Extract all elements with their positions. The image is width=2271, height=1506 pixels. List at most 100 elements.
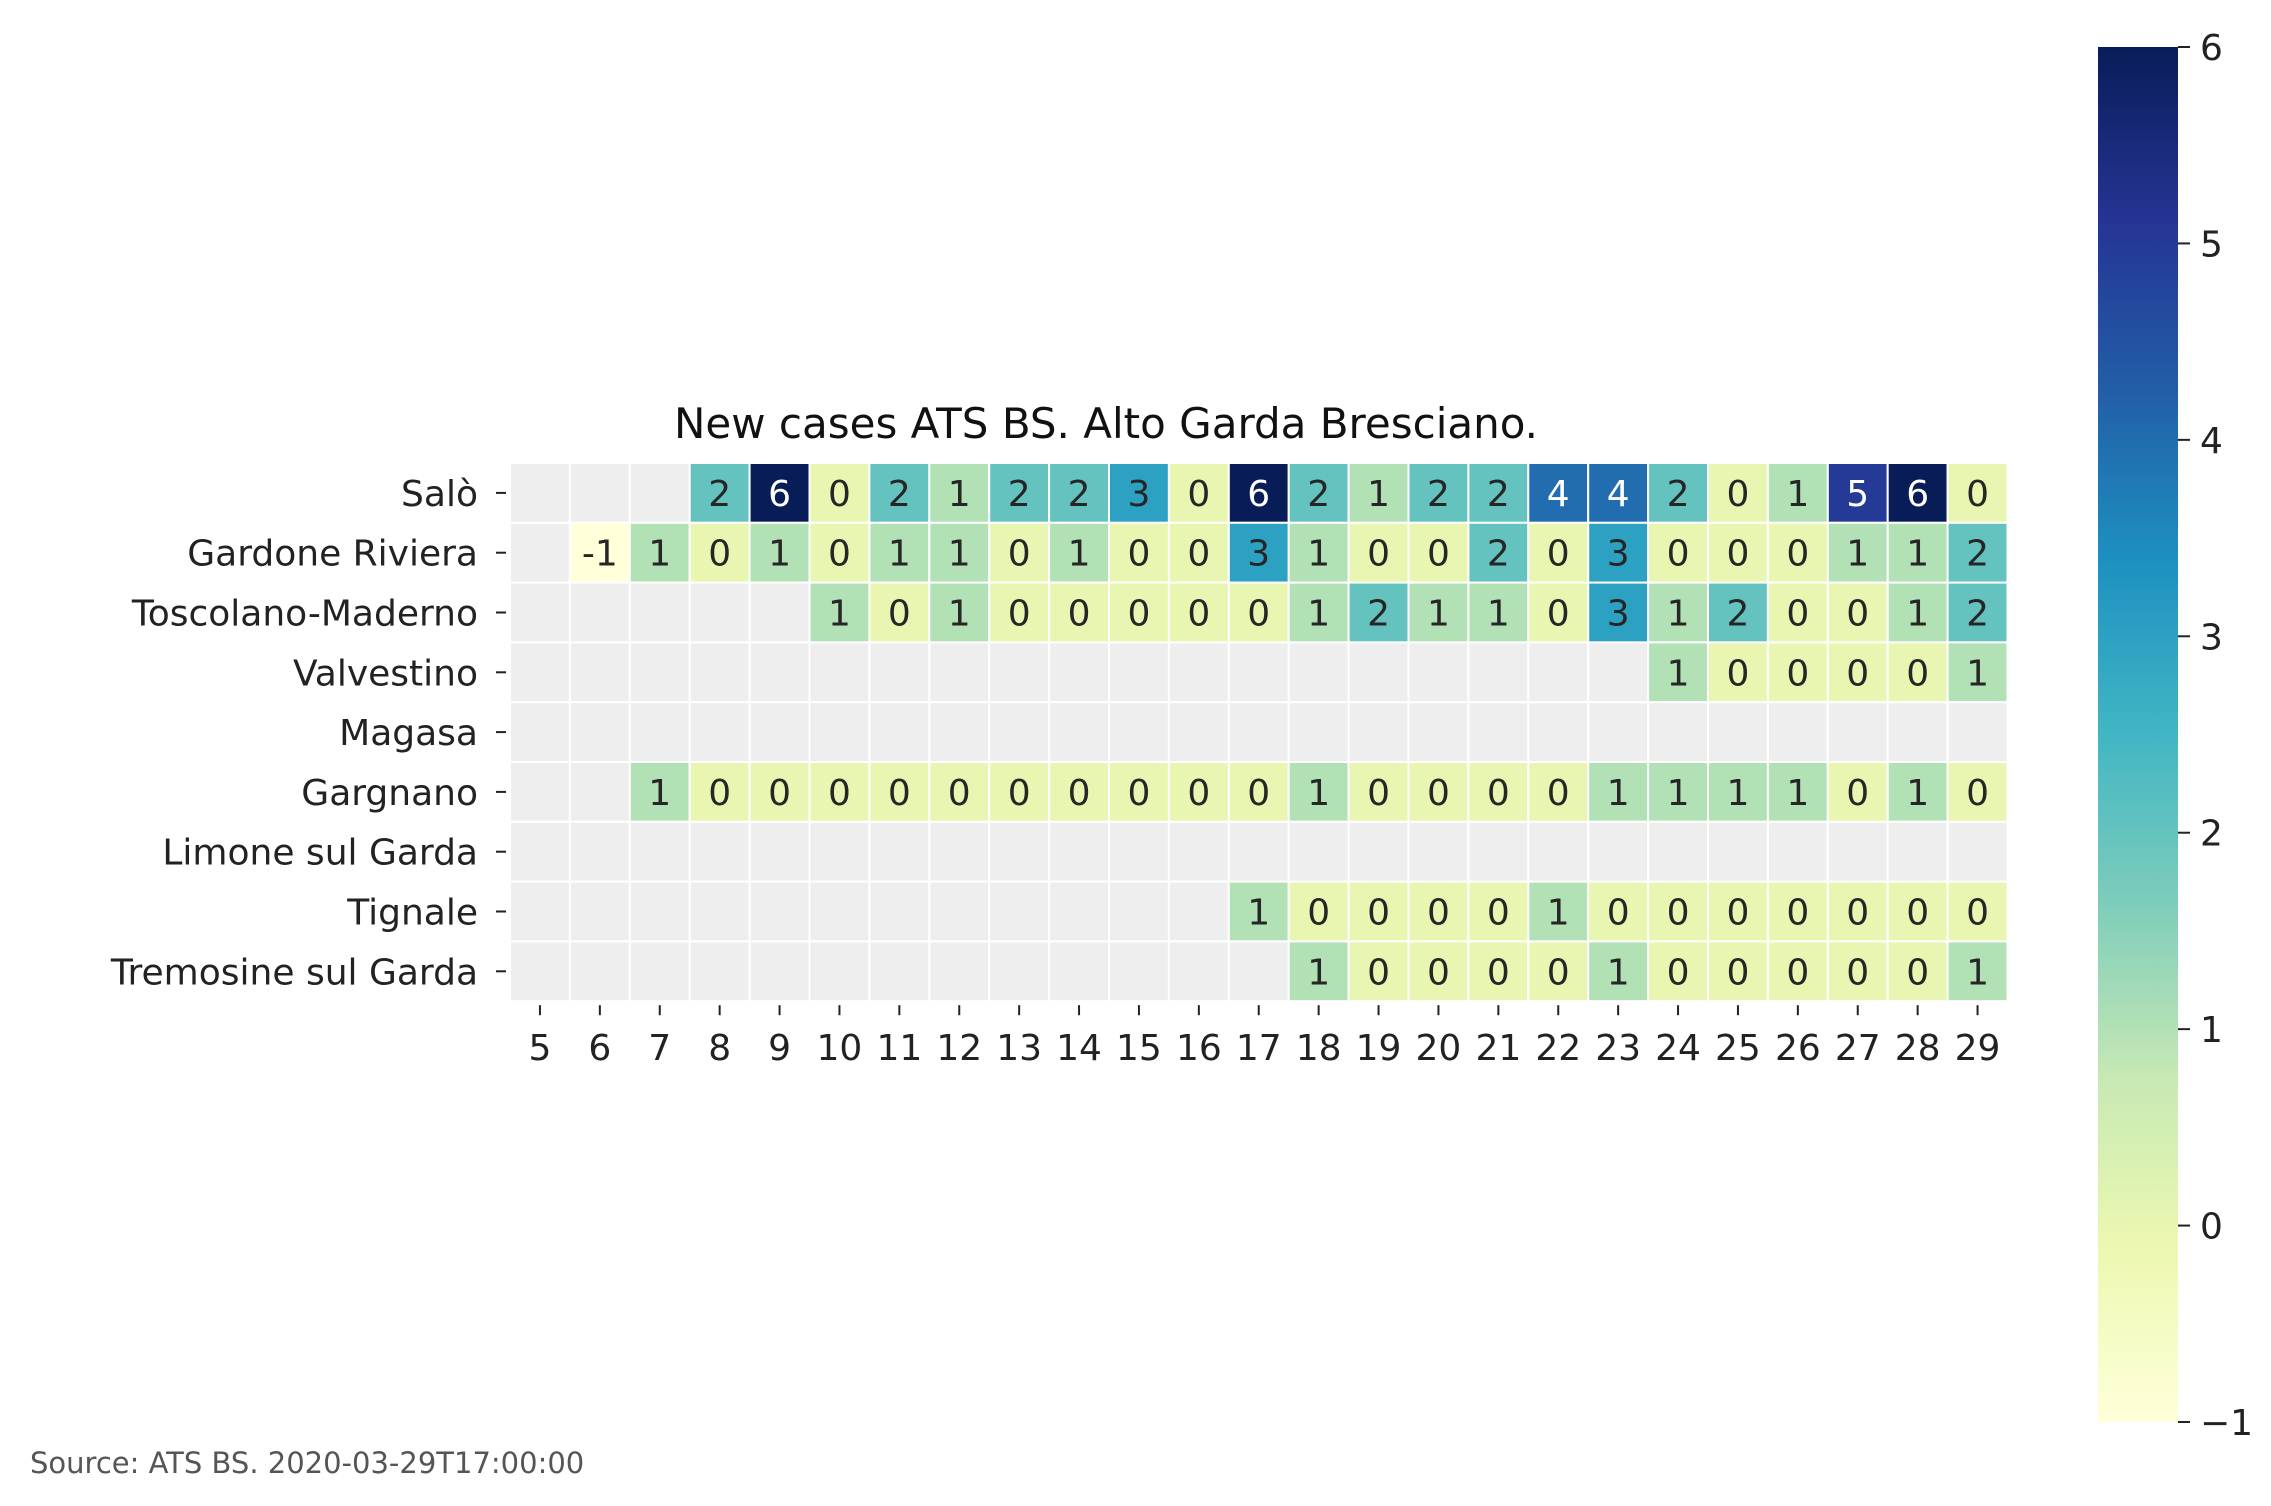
- x-tick-label: 7: [648, 1028, 671, 1069]
- heatmap-cell: [808, 761, 871, 823]
- cell-value-label: 2: [1427, 474, 1450, 515]
- heatmap-cell: [1407, 701, 1470, 764]
- heatmap-cell: [1946, 462, 2009, 524]
- cell-value-label: 0: [1846, 773, 1869, 814]
- heatmap-cell: [1766, 880, 1829, 943]
- cell-value-label: 1: [1307, 594, 1330, 635]
- heatmap-cell: [1587, 880, 1650, 943]
- cell-value-label: 0: [1187, 773, 1210, 814]
- heatmap-cell: [1467, 761, 1530, 823]
- heatmap-cell: [688, 820, 751, 883]
- heatmap-cell: [1766, 641, 1829, 704]
- heatmap-cell: [1946, 820, 2009, 883]
- heatmap-cell: [688, 581, 751, 644]
- cell-value-label: 0: [1068, 773, 1091, 814]
- heatmap-cell: [1108, 940, 1170, 1003]
- heatmap-cell: [1347, 940, 1410, 1003]
- heatmap-cell: [1287, 880, 1350, 943]
- heatmap-cell: [1467, 462, 1530, 524]
- cell-value-label: 3: [1607, 534, 1630, 575]
- x-tick-label: 15: [1116, 1028, 1162, 1069]
- cell-value-label: 0: [1187, 594, 1210, 635]
- heatmap-cell: [1108, 641, 1170, 704]
- heatmap-cell: [509, 701, 571, 764]
- heatmap-cell: [628, 462, 691, 524]
- heatmap-cell: [1826, 820, 1889, 883]
- cell-value-label: 2: [1008, 474, 1031, 515]
- cell-value-label: 0: [1247, 773, 1270, 814]
- heatmap-cell: [928, 761, 991, 823]
- heatmap-cell: [748, 880, 811, 943]
- heatmap-cell: [1826, 701, 1889, 764]
- y-tick-label: Gardone Riviera: [187, 534, 478, 575]
- heatmap-cell: [1108, 462, 1170, 524]
- cell-value-label: 0: [1846, 594, 1869, 635]
- cell-value-label: 3: [1247, 534, 1270, 575]
- heatmap-cell: [1167, 880, 1230, 943]
- x-tick-label: 18: [1296, 1028, 1342, 1069]
- cell-value-label: 0: [1667, 893, 1690, 934]
- cell-value-label: 3: [1127, 474, 1150, 515]
- heatmap-cell: [1048, 521, 1110, 584]
- heatmap-cell: [509, 761, 571, 823]
- cell-value-label: 2: [1307, 474, 1330, 515]
- heatmap-cell: [509, 880, 571, 943]
- y-tick-label: Salò: [401, 474, 478, 515]
- cell-value-label: 1: [948, 594, 971, 635]
- heatmap-cell: [1826, 462, 1889, 524]
- heatmap-cell: [1946, 880, 2009, 943]
- heatmap-cell: [568, 521, 631, 584]
- heatmap-cell: [1766, 820, 1829, 883]
- heatmap-cell: [568, 581, 631, 644]
- heatmap-cell: [1946, 940, 2009, 1003]
- cell-value-label: 0: [1487, 773, 1510, 814]
- heatmap-cell: [1886, 521, 1949, 584]
- colorbar: −1 0 1 2 3 4 5 6: [2098, 28, 2253, 1444]
- heatmap-cell: [1227, 940, 1290, 1003]
- heatmap-cell: [1287, 940, 1350, 1003]
- x-tick-label: 14: [1056, 1028, 1102, 1069]
- y-tick-label: Toscolano-Maderno: [131, 594, 478, 635]
- heatmap-cell: [1647, 880, 1709, 943]
- cell-value-label: 0: [1008, 773, 1031, 814]
- heatmap-cell: [988, 581, 1051, 644]
- heatmap-cell: [1227, 641, 1290, 704]
- cell-value-label: 0: [828, 474, 851, 515]
- cell-value-label: 0: [1906, 893, 1929, 934]
- cell-value-label: 0: [1127, 773, 1150, 814]
- heatmap-cell: [988, 462, 1051, 524]
- heatmap-cell: [1766, 462, 1829, 524]
- heatmap-cell: [808, 641, 871, 704]
- cell-value-label: 1: [1367, 474, 1390, 515]
- cell-value-label: 0: [1966, 474, 1989, 515]
- heatmap-cell: [1347, 761, 1410, 823]
- cell-value-label: 0: [1547, 952, 1570, 993]
- cell-value-label: 0: [1247, 594, 1270, 635]
- cell-value-label: 1: [1307, 534, 1330, 575]
- cell-value-label: 0: [828, 773, 851, 814]
- heatmap-cell: [1707, 701, 1769, 764]
- x-axis: 5 6 7 8 9 10 11 12 13 14 15 16 17 18 19 20 21 22 23 24 25 26 2…: [528, 1005, 2000, 1069]
- heatmap-cell: [1167, 761, 1230, 823]
- heatmap-cell: [1946, 581, 2009, 644]
- heatmap-cell: [509, 940, 571, 1003]
- cell-value-label: 1: [648, 773, 671, 814]
- heatmap-cell: [1826, 940, 1889, 1003]
- cell-value-label: 1: [1786, 773, 1809, 814]
- cell-value-label: 1: [648, 534, 671, 575]
- heatmap-cell: [568, 761, 631, 823]
- heatmap-cell: [868, 761, 931, 823]
- heatmap-cell: [688, 761, 751, 823]
- cell-value-label: 0: [1427, 773, 1450, 814]
- cell-value-label: 0: [1367, 952, 1390, 993]
- heatmap-cell: [1946, 701, 2009, 764]
- heatmap-cell: [808, 701, 871, 764]
- chart-title: New cases ATS BS. Alto Garda Bresciano.: [674, 399, 1538, 448]
- cell-value-label: 6: [768, 474, 791, 515]
- heatmap-cell: [1108, 761, 1170, 823]
- heatmap-cell: [509, 641, 571, 704]
- heatmap-cell: [568, 820, 631, 883]
- heatmap-cell: [1287, 820, 1350, 883]
- heatmap-cell: [1527, 701, 1590, 764]
- cell-value-label: 0: [708, 534, 731, 575]
